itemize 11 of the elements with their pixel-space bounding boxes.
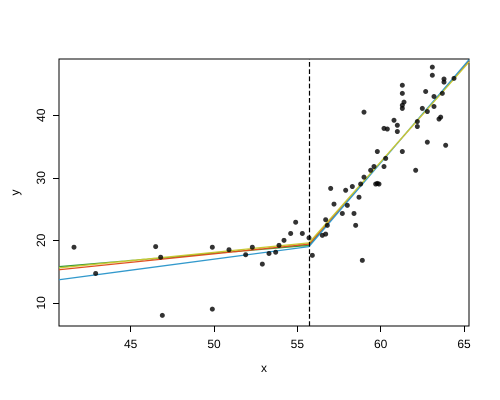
x-tick-label: 60 — [374, 337, 388, 351]
y-tick-label: 10 — [34, 296, 48, 310]
x-tick-label: 45 — [124, 337, 138, 351]
x-axis-title: x — [261, 361, 267, 375]
y-tick-label: 20 — [34, 233, 48, 248]
x-tick-label: 50 — [207, 337, 221, 351]
x-tick-label: 65 — [457, 337, 471, 351]
y-tick-label: 40 — [34, 108, 48, 122]
x-tick-label: 55 — [290, 337, 304, 351]
y-tick-label: 30 — [34, 170, 48, 184]
y-axis-title: y — [8, 190, 22, 196]
